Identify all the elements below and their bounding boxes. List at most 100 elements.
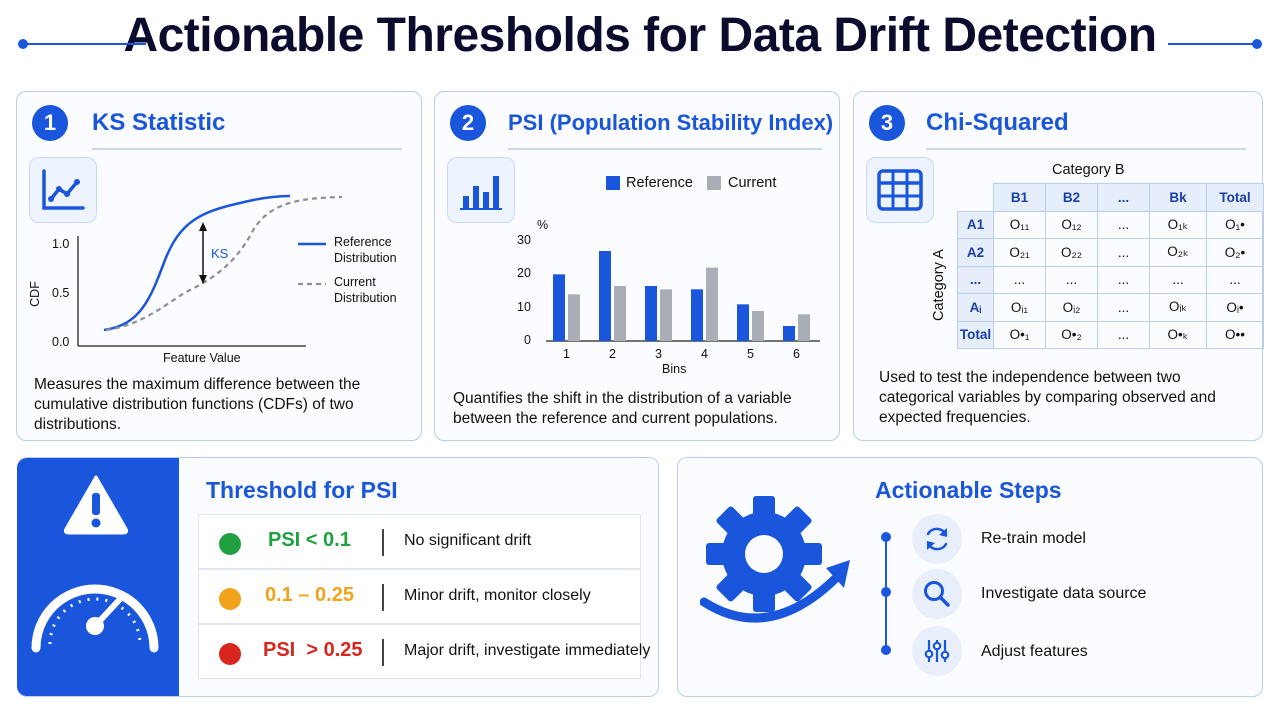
timeline-dot — [881, 587, 891, 597]
chi-description: Used to test the independence between tw… — [879, 369, 1216, 426]
table-cell: ... — [1206, 265, 1264, 294]
ks-reference-curve — [103, 194, 291, 332]
threshold-divider — [382, 584, 384, 611]
table-cell: ... — [1097, 293, 1150, 322]
psi-legend-reference-swatch — [606, 176, 620, 190]
ks-icon-box — [29, 157, 97, 223]
table-cell: O₁₂ — [1045, 210, 1098, 239]
table-col-header: B1 — [993, 183, 1046, 212]
ks-y-tick: 0.5 — [52, 286, 70, 300]
magnifier-icon — [924, 581, 950, 607]
psi-legend-current: Current — [728, 175, 777, 191]
page-title: Actionable Thresholds for Data Drift Det… — [123, 9, 1157, 62]
contingency-table: B1 B2 ... Bk Total A1 O₁₁ O₁₂ ... O₁ₖ O₁… — [957, 183, 1264, 349]
table-col-header: Bk — [1149, 183, 1207, 212]
steps-title: Actionable Steps — [875, 477, 1062, 503]
table-cell: ... — [1045, 265, 1098, 294]
psi-bar-reference — [737, 304, 749, 341]
table-header-row: B1 B2 ... Bk Total — [958, 183, 1264, 212]
title-left-line — [24, 43, 146, 45]
table-cell: ... — [993, 265, 1046, 294]
psi-x-tick: 2 — [609, 347, 616, 361]
psi-x-tick: 5 — [747, 347, 754, 361]
step-label: Investigate data source — [981, 585, 1147, 602]
refresh-icon — [926, 527, 948, 551]
threshold-divider — [382, 529, 384, 556]
step-label: Re-train model — [981, 530, 1086, 547]
ks-arrow-head-top — [199, 222, 207, 231]
table-cell: O₂ₖ — [1149, 238, 1207, 267]
psi-bar-current — [614, 286, 626, 341]
table-cell: O•ₖ — [1149, 320, 1207, 349]
ks-y-tick: 0.0 — [52, 335, 70, 349]
table-cell: Oᵢ• — [1206, 293, 1264, 322]
psi-bar-current — [752, 311, 764, 341]
table-cell: O₁ₖ — [1149, 210, 1207, 239]
threshold-row-low: PSI < 0.1 No significant drift — [198, 514, 641, 569]
psi-description: Quantifies the shift in the distribution… — [453, 390, 792, 427]
psi-bar-current — [706, 267, 718, 341]
threshold-text: No significant drift — [404, 532, 532, 549]
gauge-icon — [31, 584, 159, 653]
threshold-label: PSI < 0.1 — [268, 529, 351, 551]
psi-bar-reference — [553, 274, 565, 341]
red-status-dot — [219, 643, 241, 665]
table-cell: O₂• — [1206, 238, 1264, 267]
psi-title: PSI (Population Stability Index) — [508, 110, 834, 135]
table-cell: ... — [1149, 265, 1207, 294]
title-right-dot — [1252, 39, 1262, 49]
table-row: A2 O₂₁ O₂₂ ... O₂ₖ O₂• — [957, 238, 1264, 267]
table-cell: ... — [1097, 238, 1150, 267]
psi-x-tick: 1 — [563, 347, 570, 361]
ks-x-axis-label: Feature Value — [163, 351, 241, 365]
bar-chart-icon — [460, 176, 502, 210]
psi-y-tick: 20 — [517, 266, 531, 281]
threshold-label: 0.1 – 0.25 — [265, 584, 354, 606]
psi-y-tick: 0 — [524, 333, 531, 347]
psi-number-badge: 2 — [450, 105, 486, 141]
chi-number-badge: 3 — [869, 105, 905, 141]
chi-title: Chi-Squared — [926, 109, 1069, 136]
ks-legend-current: Distribution — [334, 291, 397, 305]
table-cell: O₁₁ — [993, 210, 1046, 239]
sliders-icon — [924, 640, 950, 662]
line-chart-icon — [42, 169, 85, 210]
orange-status-dot — [219, 588, 241, 610]
chi-icon-box — [866, 157, 934, 223]
threshold-row-high: PSI > 0.25 Major drift, investigate imme… — [198, 624, 650, 679]
table-cell: Oᵢ₁ — [993, 293, 1046, 322]
psi-y-tick: 10 — [517, 299, 531, 314]
green-status-dot — [219, 533, 241, 555]
psi-bar-chart — [546, 176, 820, 342]
ks-cdf-chart — [77, 194, 343, 347]
table-row: A1 O₁₁ O₁₂ ... O₁ₖ O₁• — [957, 210, 1264, 239]
psi-separator — [508, 148, 822, 150]
psi-legend-reference: Reference — [626, 175, 693, 191]
table-cell: O•₂ — [1045, 320, 1098, 349]
threshold-divider — [382, 639, 384, 666]
table-col-header: Total — [1206, 183, 1264, 212]
table-row: Aᵢ Oᵢ₁ Oᵢ₂ ... Oᵢₖ Oᵢ• — [957, 293, 1264, 322]
table-row-header: ... — [957, 265, 994, 294]
threshold-row-mid: 0.1 – 0.25 Minor drift, monitor closely — [198, 569, 641, 624]
psi-bar-current — [798, 314, 810, 341]
table-grid-icon — [877, 169, 923, 211]
table-row-header: A1 — [957, 210, 994, 239]
step-icon-circle — [912, 626, 962, 676]
chi-separator — [926, 148, 1246, 150]
psi-y-tick: 30 — [517, 233, 531, 247]
ks-legend-current: Current — [334, 275, 376, 289]
ks-y-tick: 1.0 — [52, 237, 70, 251]
table-corner — [958, 184, 994, 212]
title-right-line — [1168, 43, 1256, 45]
psi-x-tick: 3 — [655, 347, 662, 361]
table-row-header: A2 — [957, 238, 994, 267]
table-row: ... ... ... ... ... ... — [957, 265, 1264, 294]
gear-icon — [700, 496, 850, 623]
threshold-text: Minor drift, monitor closely — [404, 587, 591, 604]
chi-col-group-label: Category B — [1052, 162, 1125, 178]
table-row-header: Aᵢ — [957, 293, 994, 322]
ks-legend-reference: Reference — [334, 235, 392, 249]
table-cell: O•₁ — [993, 320, 1046, 349]
table-cell: ... — [1097, 210, 1150, 239]
